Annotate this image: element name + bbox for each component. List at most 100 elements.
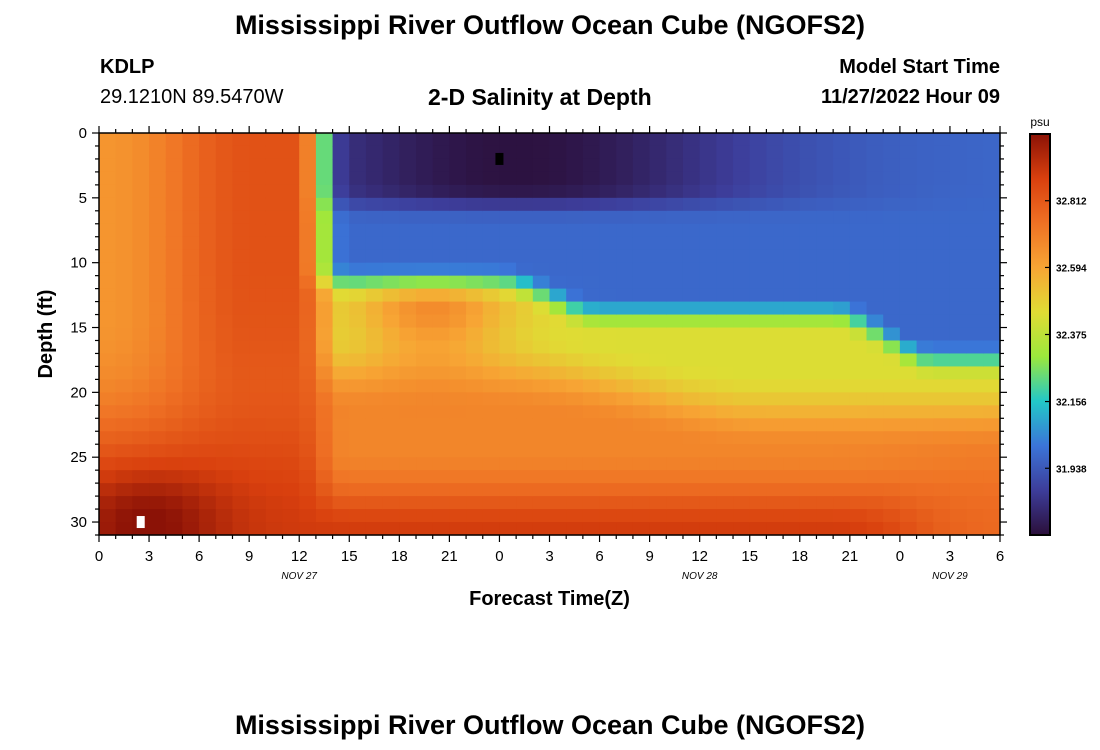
heatmap-cell	[332, 223, 350, 238]
heatmap-cell	[566, 133, 584, 147]
heatmap-cell	[249, 340, 267, 355]
heatmap-cell	[149, 288, 167, 303]
heatmap-cell	[866, 145, 884, 160]
heatmap-cell	[349, 145, 367, 160]
heatmap-cell	[766, 301, 784, 316]
heatmap-cell	[749, 223, 768, 238]
page-title: Mississippi River Outflow Ocean Cube (NG…	[234, 10, 866, 40]
heatmap-cell	[215, 184, 234, 199]
heatmap-cell	[115, 379, 133, 393]
heatmap-cell	[616, 379, 634, 393]
x-axis-label: Forecast Time(Z)	[469, 588, 630, 610]
heatmap-cell	[149, 431, 167, 445]
heatmap-cell	[733, 496, 751, 510]
heatmap-cell	[699, 223, 717, 238]
heatmap-cell	[482, 301, 501, 316]
heatmap-cell	[265, 405, 284, 419]
heatmap-cell	[132, 301, 150, 316]
heatmap-cell	[132, 366, 150, 380]
heatmap-cell	[966, 314, 984, 329]
heatmap-cell	[833, 171, 851, 186]
heatmap-cell	[416, 145, 434, 160]
heatmap-cell	[632, 392, 651, 406]
heatmap-cell	[115, 236, 133, 251]
heatmap-cell	[182, 158, 200, 173]
heatmap-cell	[933, 353, 951, 368]
heatmap-cell	[933, 340, 951, 355]
heatmap-cell	[332, 509, 350, 523]
heatmap-cell	[315, 158, 334, 173]
heatmap-cell	[315, 133, 334, 147]
heatmap-cell	[432, 301, 450, 316]
heatmap-cell	[132, 431, 150, 445]
heatmap-cell	[933, 470, 951, 484]
heatmap-cell	[432, 353, 450, 368]
heatmap-cell	[282, 301, 300, 316]
heatmap-cell	[332, 314, 350, 329]
heatmap-cell	[482, 496, 501, 510]
heatmap-cell	[983, 392, 1001, 406]
heatmap-cell	[699, 145, 717, 160]
heatmap-cell	[165, 327, 184, 342]
heatmap-cell	[349, 340, 367, 355]
heatmap-cell	[132, 327, 150, 342]
heatmap-cell	[766, 405, 784, 419]
heatmap-cell	[699, 249, 717, 264]
heatmap-cell	[566, 470, 584, 484]
heatmap-cell	[265, 444, 284, 458]
heatmap-cell	[783, 431, 801, 445]
heatmap-cell	[365, 171, 384, 186]
heatmap-cell	[115, 457, 133, 471]
heatmap-cell	[582, 275, 601, 290]
heatmap-cell	[749, 197, 768, 212]
heatmap-cell	[516, 483, 534, 497]
heatmap-cell	[115, 392, 133, 406]
heatmap-cell	[199, 431, 217, 445]
heatmap-cell	[566, 418, 584, 432]
heatmap-cell	[833, 509, 851, 523]
heatmap-cell	[265, 301, 284, 316]
heatmap-cell	[499, 145, 517, 160]
heatmap-cell	[983, 470, 1001, 484]
heatmap-cell	[182, 483, 200, 497]
heatmap-cell	[983, 353, 1001, 368]
heatmap-cell	[966, 405, 984, 419]
heatmap-cell	[199, 314, 217, 329]
heatmap-cell	[949, 197, 968, 212]
heatmap-cell	[516, 418, 534, 432]
heatmap-cell	[532, 197, 551, 212]
heatmap-cell	[966, 522, 984, 536]
heatmap-cell	[682, 249, 701, 264]
heatmap-cell	[516, 457, 534, 471]
heatmap-cell	[249, 379, 267, 393]
heatmap-cell	[99, 275, 117, 290]
heatmap-cell	[799, 496, 818, 510]
heatmap-cell	[365, 249, 384, 264]
heatmap-cell	[349, 184, 367, 199]
heatmap-cell	[799, 522, 818, 536]
heatmap-cell	[365, 133, 384, 147]
heatmap-cell	[682, 340, 701, 355]
heatmap-cell	[682, 418, 701, 432]
heatmap-cell	[933, 223, 951, 238]
heatmap-cell	[883, 145, 901, 160]
heatmap-cell	[949, 444, 968, 458]
heatmap-cell	[849, 470, 868, 484]
heatmap-cell	[616, 457, 634, 471]
heatmap-cell	[349, 470, 367, 484]
heatmap-cell	[182, 288, 200, 303]
heatmap-cell	[649, 470, 667, 484]
heatmap-cell	[933, 249, 951, 264]
heatmap-cell	[332, 366, 350, 380]
heatmap-cell	[149, 418, 167, 432]
heatmap-cell	[365, 379, 384, 393]
heatmap-cell	[733, 431, 751, 445]
heatmap-cell	[115, 197, 133, 212]
heatmap-cell	[349, 496, 367, 510]
heatmap-cell	[115, 366, 133, 380]
model-start-value: 11/27/2022 Hour 09	[820, 86, 1000, 108]
heatmap-cell	[532, 171, 551, 186]
heatmap-cell	[482, 405, 501, 419]
heatmap-cell	[315, 223, 334, 238]
heatmap-cell	[349, 366, 367, 380]
